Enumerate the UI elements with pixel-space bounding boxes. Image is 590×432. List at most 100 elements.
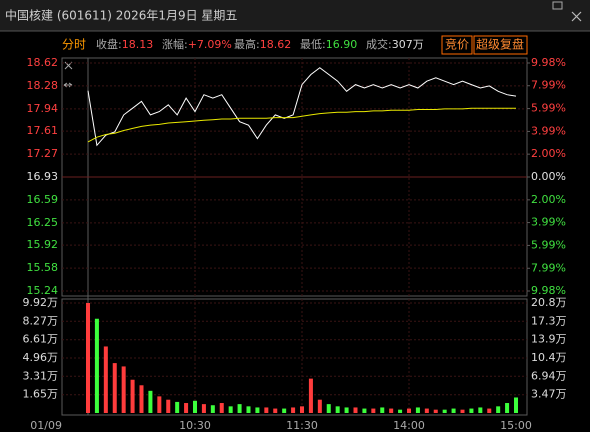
volume-bar: [148, 390, 153, 413]
info-value: 16.90: [326, 38, 358, 51]
y2-tick-label: 3.99%: [531, 124, 566, 137]
volume-bar: [451, 408, 456, 413]
y2-tick-label: 3.99%: [531, 216, 566, 229]
info-item: 最低:16.90: [300, 38, 357, 51]
volume-bar: [380, 407, 385, 413]
volume-bar: [192, 400, 198, 413]
info-label: 最低:: [300, 38, 326, 51]
info-label: 成交:: [366, 37, 392, 51]
volume-bar: [157, 396, 162, 413]
y-tick-label: 17.94: [27, 102, 59, 115]
volume-bar: [353, 407, 358, 413]
volume-bar: [175, 401, 180, 413]
volume-bar: [406, 408, 412, 413]
volume-bar: [513, 397, 519, 413]
volume-bar: [505, 403, 510, 413]
volume-bar: [442, 409, 447, 413]
volume-bar: [184, 403, 189, 413]
y2-tick-label: 2.00%: [531, 193, 566, 206]
info-label: 收盘:: [96, 37, 122, 51]
volume-bar: [326, 404, 331, 413]
volume-bar: [389, 408, 394, 413]
volume-bar: [139, 385, 144, 413]
volume-bar: [130, 379, 135, 413]
y-tick-label: 16.25: [27, 216, 59, 229]
volume-bar: [398, 409, 403, 413]
volume-bar: [112, 363, 117, 413]
volume-tick-label: 8.27万: [23, 314, 59, 327]
close-button[interactable]: [571, 11, 582, 22]
volume-bar: [219, 403, 224, 413]
volume-bar: [255, 407, 260, 413]
info-value: 18.62: [260, 38, 292, 51]
y-tick-label: 17.27: [27, 147, 59, 160]
volume-tick-label: 3.31万: [23, 369, 59, 382]
volume-y2-tick-label: 13.9万: [531, 332, 567, 345]
y-tick-label: 15.58: [27, 261, 59, 274]
info-item: 最高:18.62: [234, 37, 291, 51]
auction-button[interactable]: 竞价: [445, 38, 469, 52]
volume-tick-label: 9.92万: [23, 296, 59, 309]
volume-bar: [460, 409, 465, 413]
pin-button[interactable]: [552, 1, 563, 10]
volume-bar: [299, 406, 305, 413]
volume-bar: [362, 408, 367, 413]
y-tick-label: 16.93: [27, 170, 59, 183]
y-tick-label: 16.59: [27, 193, 59, 206]
y-tick-label: 18.28: [27, 79, 59, 92]
volume-bar: [344, 407, 349, 413]
volume-y2-tick-label: 6.94万: [531, 369, 567, 382]
x-tick-label: 10:30: [179, 419, 211, 432]
y-tick-label: 17.61: [27, 124, 59, 137]
volume-bar: [478, 407, 483, 413]
info-value: 307万: [392, 38, 424, 51]
info-item: 涨幅:+7.09%: [162, 38, 232, 51]
y-tick-label: 18.62: [27, 56, 59, 69]
volume-bar: [264, 407, 269, 413]
volume-bar: [371, 408, 376, 413]
price-line: [87, 107, 516, 143]
volume-tick-label: 6.61万: [23, 333, 59, 346]
expand-icon[interactable]: [63, 82, 73, 88]
auction-button-frame[interactable]: [441, 35, 473, 55]
volume-bar: [201, 404, 206, 413]
volume-tick-label: 1.65万: [23, 388, 59, 401]
window-title: 中国核建 (601611) 2026年1月9日 星期五: [5, 8, 237, 23]
volume-bar: [335, 406, 340, 413]
volume-y2-tick-label: 17.3万: [531, 315, 567, 328]
volume-y2-tick-label: 20.8万: [531, 296, 567, 309]
volume-frame: [61, 298, 528, 416]
volume-bar: [433, 409, 438, 413]
y-tick-label: 15.24: [27, 284, 59, 297]
volume-bar: [317, 399, 322, 413]
info-value: +7.09%: [188, 38, 232, 51]
info-item: 成交:307万: [366, 37, 424, 51]
volume-bar: [487, 408, 492, 413]
volume-bar: [246, 406, 251, 413]
info-label: 涨幅:: [162, 38, 188, 51]
replay-button[interactable]: 超级复盘: [476, 37, 524, 52]
x-tick-label: 11:30: [286, 419, 318, 432]
volume-bar: [166, 399, 171, 413]
volume-bar: [103, 346, 108, 413]
volume-bar: [85, 303, 91, 413]
volume-bar: [228, 406, 233, 413]
replay-button-frame[interactable]: [473, 35, 528, 55]
y2-tick-label: 7.99%: [531, 79, 566, 92]
volume-bar: [424, 408, 429, 413]
title-bar: [0, 0, 590, 31]
volume-bar: [291, 407, 296, 413]
volume-tick-label: 4.96万: [23, 351, 59, 364]
y2-tick-label: 0.00%: [531, 170, 566, 183]
volume-y2-tick-label: 3.47万: [531, 388, 567, 401]
y2-tick-label: 9.98%: [531, 56, 566, 69]
volume-bar: [210, 405, 215, 413]
volume-y2-tick-label: 10.4万: [531, 351, 567, 364]
mode-tab[interactable]: 分时: [62, 38, 86, 52]
y2-tick-label: 5.99%: [531, 102, 566, 115]
info-bar: 收盘:18.13 涨幅:+7.09% 最高:18.62 最低:16.90 成交:307万: [96, 37, 424, 51]
volume-bar: [282, 408, 287, 413]
volume-bar: [273, 408, 278, 413]
volume-bar: [94, 318, 99, 413]
